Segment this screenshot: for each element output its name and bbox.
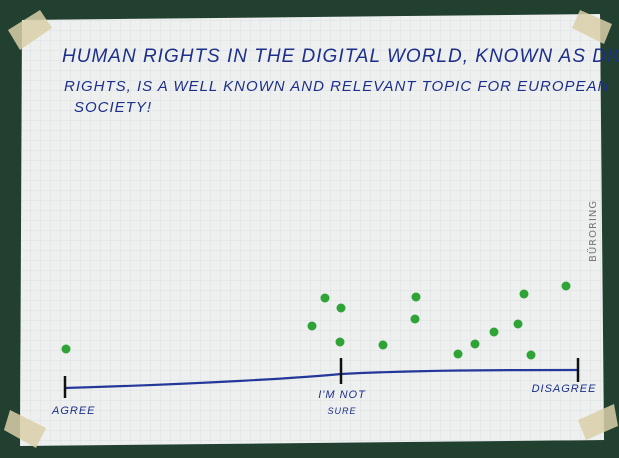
vote-dot	[337, 304, 346, 313]
vote-dot	[336, 338, 345, 347]
statement-line: HUMAN RIGHTS IN THE DIGITAL WORLD, KNOWN…	[62, 46, 619, 67]
statement-line: SOCIETY!	[74, 99, 152, 116]
vote-dot	[308, 322, 317, 331]
vote-dot	[562, 282, 571, 291]
vote-dot	[520, 290, 529, 299]
vote-dot	[412, 293, 421, 302]
vote-dot	[490, 328, 499, 337]
vote-dot	[379, 341, 388, 350]
vote-dot	[527, 351, 536, 360]
vote-dot	[411, 315, 420, 324]
vote-dot	[454, 350, 463, 359]
scale-label-middle: I'M NOT	[318, 389, 366, 401]
vote-dot	[514, 320, 523, 329]
statement-line: RIGHTS, IS A WELL KNOWN AND RELEVANT TOP…	[64, 78, 609, 95]
scale-label-middle: SURE	[327, 406, 356, 416]
page: {"poster": { "statement_lines": [ "HUMAN…	[0, 0, 619, 458]
scale-label-left: AGREE	[51, 405, 96, 417]
brand: BÜRORING	[586, 200, 599, 262]
photo: HUMAN RIGHTS IN THE DIGITAL WORLD, KNOWN…	[0, 0, 619, 458]
vote-dot	[471, 340, 480, 349]
vote-dot	[62, 345, 71, 354]
scale-label-right: DISAGREE	[532, 383, 597, 395]
vote-dot	[321, 294, 330, 303]
